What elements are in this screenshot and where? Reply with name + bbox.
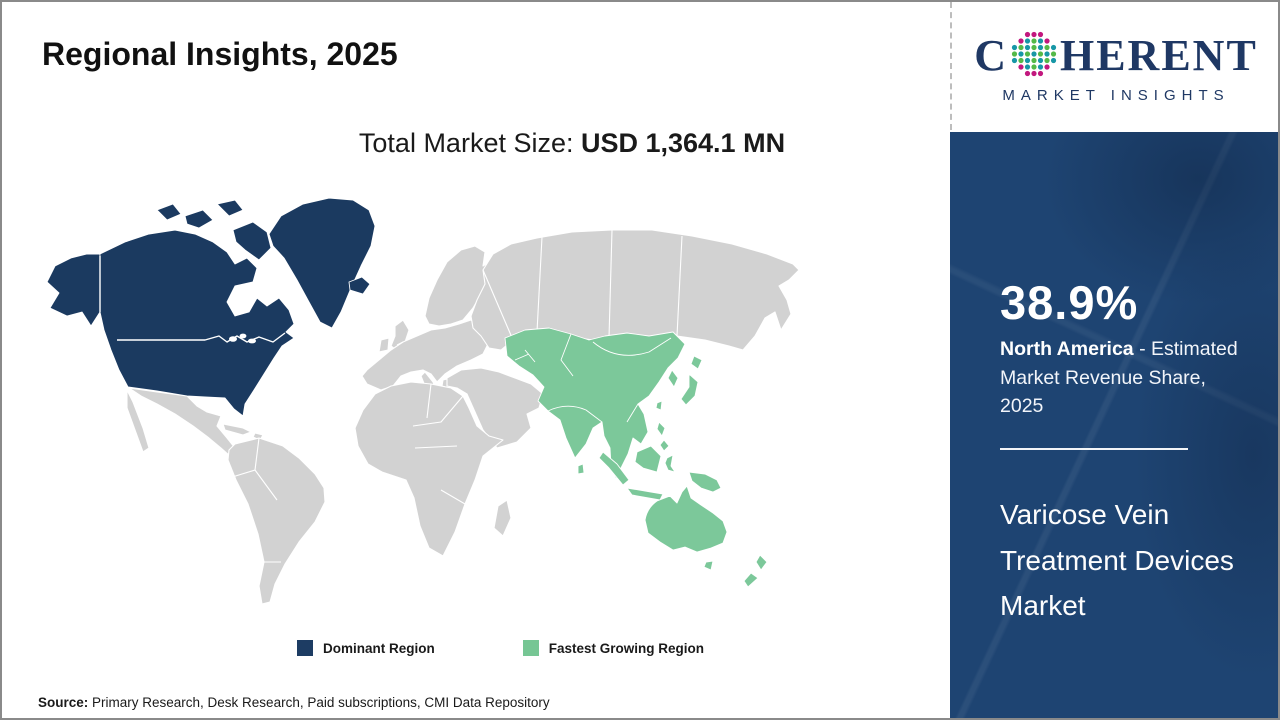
map-philippines-2 bbox=[659, 439, 670, 452]
map-middle-east bbox=[446, 367, 544, 449]
map-south-america bbox=[227, 437, 326, 605]
legend-item-dominant: Dominant Region bbox=[297, 640, 435, 656]
map-arctic-island-4 bbox=[156, 203, 182, 221]
map-country-borders bbox=[228, 229, 683, 563]
map-japan-hokkaido bbox=[690, 355, 703, 370]
map-philippines-1 bbox=[656, 421, 666, 437]
map-tasmania bbox=[703, 560, 714, 571]
map-great-lake-3 bbox=[248, 338, 256, 344]
market-share-region: North America bbox=[1000, 338, 1134, 361]
total-market-size: Total Market Size: USD 1,364.1 MN bbox=[142, 128, 1002, 159]
fastest-growing-region-swatch bbox=[522, 640, 539, 656]
map-great-lake-2 bbox=[239, 333, 247, 339]
market-size-label: Total Market Size: bbox=[358, 128, 581, 158]
map-australia bbox=[644, 485, 728, 553]
map-cuba bbox=[222, 423, 252, 436]
map-alaska bbox=[46, 253, 101, 327]
market-share-suffix: - Estimated Market Revenue Share, 2025 bbox=[1000, 338, 1238, 417]
brand-subtitle: MARKET INSIGHTS bbox=[1002, 86, 1230, 104]
map-canada-usa bbox=[99, 229, 295, 417]
map-new-zealand-south bbox=[743, 572, 759, 588]
sidebar-divider bbox=[1000, 448, 1188, 451]
globe-dots-icon bbox=[1011, 31, 1057, 76]
map-taiwan bbox=[655, 400, 663, 411]
dominant-region-swatch bbox=[297, 640, 313, 656]
map-new-guinea bbox=[688, 471, 722, 493]
map-arctic-island-1 bbox=[232, 221, 272, 261]
map-africa bbox=[354, 381, 504, 557]
map-borneo bbox=[634, 445, 662, 473]
stats-sidebar: 38.9% North America - Estimated Market R… bbox=[950, 132, 1278, 718]
map-sri-lanka bbox=[577, 463, 585, 475]
map-java bbox=[626, 487, 664, 501]
map-ireland bbox=[378, 337, 390, 353]
map-iceland bbox=[348, 276, 371, 295]
market-name: Varicose Vein Treatment Devices Market bbox=[1000, 499, 1234, 621]
map-great-lake-1 bbox=[229, 336, 237, 342]
source-label: Source: bbox=[38, 695, 89, 710]
map-korea bbox=[667, 369, 679, 388]
legend-item-fastest-growing: Fastest Growing Region bbox=[522, 640, 705, 656]
brand-letter-c: C bbox=[974, 30, 1008, 80]
market-size-value: USD 1,364.1 MN bbox=[580, 128, 786, 158]
source-text: Primary Research, Desk Research, Paid su… bbox=[88, 695, 550, 710]
map-arctic-island-3 bbox=[216, 199, 244, 217]
map-arctic-island-2 bbox=[184, 209, 214, 229]
map-baja bbox=[126, 389, 150, 453]
legend-label-dominant: Dominant Region bbox=[323, 640, 435, 656]
page-title: Regional Insights, 2025 bbox=[42, 36, 398, 72]
map-region-other bbox=[126, 229, 800, 605]
map-madagascar bbox=[493, 499, 512, 537]
map-asia-internal-borders bbox=[514, 333, 672, 423]
map-greenland bbox=[268, 197, 376, 329]
map-region-fastest-growing bbox=[504, 327, 768, 588]
world-map bbox=[37, 190, 817, 614]
map-new-zealand-north bbox=[755, 554, 768, 571]
market-share-description: North America - Estimated Market Revenue… bbox=[1000, 335, 1252, 420]
map-japan-honshu bbox=[680, 373, 699, 406]
brand-letters-herent: HERENT bbox=[1059, 30, 1258, 80]
market-share-value: 38.9% bbox=[1000, 276, 1139, 329]
brand-wordmark: C HERENT bbox=[974, 29, 1258, 83]
brand-logo: C HERENT MARKET INSIGHTS bbox=[950, 2, 1278, 130]
map-legend: Dominant Region Fastest Growing Region bbox=[297, 640, 704, 656]
map-region-dominant bbox=[46, 197, 376, 417]
legend-label-fastest-growing: Fastest Growing Region bbox=[548, 640, 705, 656]
world-map-svg bbox=[46, 197, 800, 605]
map-sulawesi bbox=[664, 454, 676, 473]
source-line: Source: Primary Research, Desk Research,… bbox=[38, 695, 550, 710]
map-asia-mainland bbox=[504, 327, 686, 480]
map-sumatra bbox=[598, 451, 630, 486]
